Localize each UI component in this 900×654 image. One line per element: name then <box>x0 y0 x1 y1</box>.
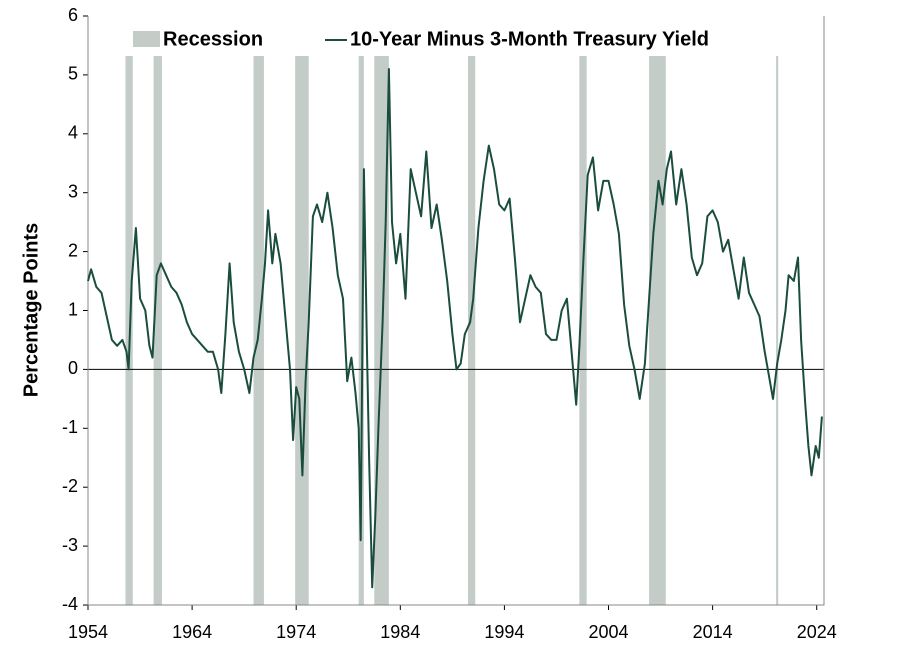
y-tick-label: 2 <box>68 240 78 260</box>
recession-band <box>467 56 476 605</box>
x-tick-label: 1974 <box>276 622 316 642</box>
series-line <box>87 68 823 589</box>
recession-band <box>579 56 587 605</box>
recession-band <box>295 56 309 605</box>
x-tick-label: 2004 <box>588 622 628 642</box>
y-tick-label: 0 <box>68 358 78 378</box>
y-tick-label: -2 <box>62 476 78 496</box>
y-tick-label: 3 <box>68 181 78 201</box>
recession-band <box>649 56 666 605</box>
x-tick-label: 1994 <box>484 622 524 642</box>
recession-band <box>358 56 364 605</box>
axis-frame <box>87 16 825 606</box>
y-tick-label: -3 <box>62 535 78 555</box>
x-tick-label: 2014 <box>693 622 733 642</box>
legend-label: Recession <box>163 28 263 50</box>
legend-swatch <box>133 31 160 47</box>
y-tick-label: -1 <box>62 417 78 437</box>
y-axis-label: Percentage Points <box>20 223 42 398</box>
y-tick-label: 1 <box>68 299 78 319</box>
recession-band <box>776 56 779 605</box>
y-tick-label: -4 <box>62 594 78 614</box>
y-tick-label: 6 <box>68 5 78 25</box>
x-tick-label: 2024 <box>797 622 837 642</box>
y-tick-label: 4 <box>68 123 78 143</box>
x-tick-label: 1984 <box>380 622 420 642</box>
recession-band <box>153 56 162 605</box>
x-tick-label: 1954 <box>68 622 108 642</box>
x-tick-label: 1964 <box>172 622 212 642</box>
legend-label: 10-Year Minus 3-Month Treasury Yield <box>350 28 709 50</box>
y-tick-label: 5 <box>68 64 78 84</box>
